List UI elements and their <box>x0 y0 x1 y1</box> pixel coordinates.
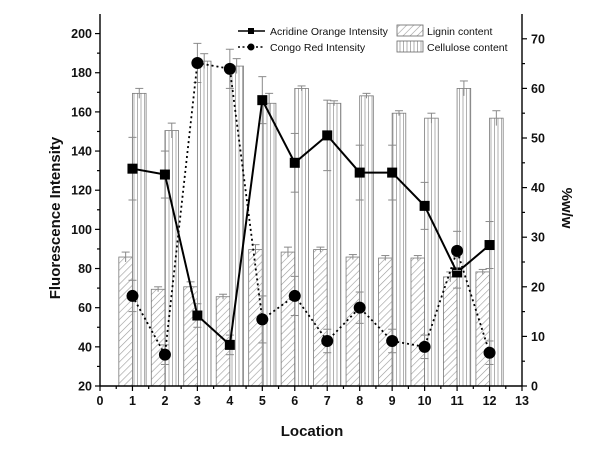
legend-item-congo: Congo Red Intensity <box>238 42 366 54</box>
y-left-tick-label: 120 <box>71 184 92 198</box>
legend: Acridine Orange Intensity Congo Red Inte… <box>238 24 508 54</box>
y-right-tick-label: 0 <box>531 380 538 394</box>
circle-marker <box>451 244 464 257</box>
bar <box>345 256 361 387</box>
circle-marker <box>126 289 139 302</box>
square-marker <box>484 240 495 251</box>
bar <box>456 88 472 387</box>
square-marker <box>354 167 365 178</box>
y-right-tick-label: 50 <box>531 132 545 146</box>
y-left-tick-label: 60 <box>78 301 92 315</box>
y-axis-right-title: %w/w <box>558 188 575 229</box>
bar <box>183 286 198 387</box>
y-left-tick-label: 140 <box>71 145 92 159</box>
y-left-tick-label: 80 <box>78 262 92 276</box>
hatch-swatch-icon <box>396 24 424 37</box>
square-marker-icon <box>248 28 254 34</box>
circle-marker-icon <box>247 43 255 51</box>
square-marker <box>192 310 203 321</box>
x-tick-label: 4 <box>226 394 233 408</box>
bar <box>164 130 179 387</box>
bar <box>261 102 277 387</box>
circle-marker <box>288 289 301 302</box>
square-marker <box>257 95 268 106</box>
bar <box>489 117 504 387</box>
circle-marker <box>321 334 334 347</box>
x-tick-label: 0 <box>97 394 104 408</box>
x-tick-label: 3 <box>194 394 201 408</box>
circle-marker <box>158 348 171 361</box>
axes-layer: 2040608010012014016018020001020304050607… <box>71 14 545 408</box>
square-marker <box>322 130 333 141</box>
square-marker <box>419 200 430 211</box>
y-left-tick-label: 100 <box>71 223 92 237</box>
circle-marker <box>483 346 496 359</box>
y-right-tick-label: 70 <box>531 32 545 46</box>
legend-label-lignin: Lignin content <box>427 26 492 38</box>
bar <box>378 257 393 387</box>
x-tick-label: 12 <box>483 394 497 408</box>
circle-marker <box>386 334 399 347</box>
x-tick-label: 7 <box>324 394 331 408</box>
x-tick-label: 11 <box>450 394 463 408</box>
x-tick-label: 10 <box>418 394 432 408</box>
legend-item-lignin: Lignin content <box>396 24 492 38</box>
circle-marker <box>191 56 204 69</box>
x-tick-label: 9 <box>389 394 396 408</box>
y-left-tick-label: 40 <box>78 340 92 354</box>
square-marker <box>387 167 398 178</box>
y-left-tick-label: 200 <box>71 27 92 41</box>
y-left-tick-label: 180 <box>71 66 92 80</box>
legend-label-congo: Congo Red Intensity <box>270 42 366 54</box>
bar <box>196 60 212 387</box>
bar <box>410 257 426 387</box>
y-right-tick-label: 60 <box>531 82 545 96</box>
circle-marker <box>223 62 236 75</box>
acridine-series <box>127 76 495 356</box>
bar <box>229 65 244 387</box>
legend-label-cellulose: Cellulose content <box>427 42 508 54</box>
square-marker <box>452 267 463 278</box>
congo-series <box>126 42 496 365</box>
circle-marker <box>418 340 431 353</box>
bars-layer <box>118 53 504 387</box>
x-tick-label: 6 <box>291 394 298 408</box>
bar <box>443 276 458 387</box>
square-marker <box>159 169 170 180</box>
y-right-tick-label: 20 <box>531 280 545 294</box>
square-marker <box>289 157 300 168</box>
square-marker <box>224 339 235 350</box>
bar <box>150 288 166 387</box>
x-tick-label: 1 <box>129 394 136 408</box>
congo-line <box>131 61 491 358</box>
circle-marker <box>256 313 269 326</box>
legend-item-acridine: Acridine Orange Intensity <box>238 26 389 38</box>
legend-label-acridine: Acridine Orange Intensity <box>270 26 389 38</box>
x-axis-title: Location <box>281 423 344 440</box>
bar <box>359 95 374 387</box>
y-right-tick-label: 30 <box>531 231 545 245</box>
legend-item-cellulose: Cellulose content <box>396 40 508 54</box>
y-axis-left-title: Fluorescence Intensity <box>47 136 64 299</box>
bar <box>118 256 133 387</box>
x-tick-label: 13 <box>515 394 529 408</box>
circle-marker <box>353 301 366 314</box>
y-left-tick-label: 20 <box>78 380 92 394</box>
acridine-line <box>132 96 491 347</box>
x-tick-label: 2 <box>161 394 168 408</box>
x-tick-label: 8 <box>356 394 363 408</box>
y-left-tick-label: 160 <box>71 105 92 119</box>
x-tick-label: 5 <box>259 394 266 408</box>
lines-layer <box>126 42 496 365</box>
bar <box>280 251 296 387</box>
y-right-tick-label: 40 <box>531 181 545 195</box>
y-right-tick-label: 10 <box>531 330 545 344</box>
square-marker <box>127 163 138 174</box>
bar <box>313 249 328 387</box>
lines-swatch-icon <box>396 40 424 53</box>
